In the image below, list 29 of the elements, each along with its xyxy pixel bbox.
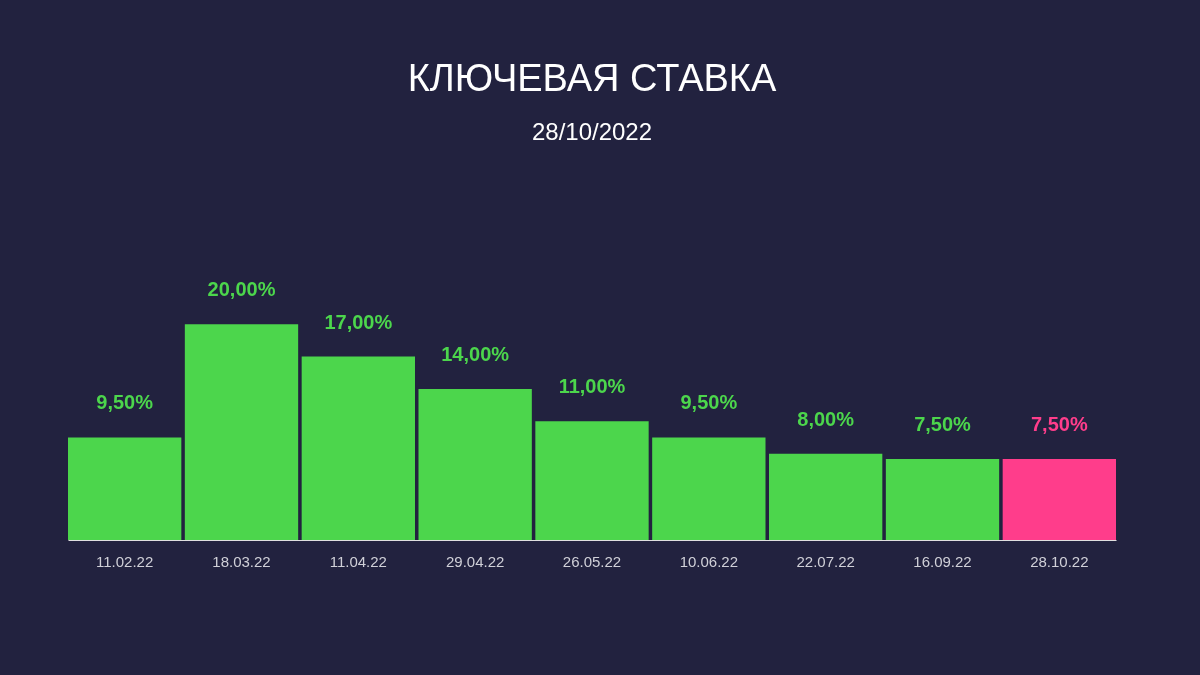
data-label: 14,00% bbox=[441, 342, 510, 365]
bar bbox=[535, 421, 649, 540]
bar bbox=[418, 388, 532, 540]
data-label: 17,00% bbox=[324, 310, 393, 333]
x-tick-label: 26.05.22 bbox=[562, 552, 622, 570]
x-tick-label: 10.06.22 bbox=[679, 552, 739, 570]
bar bbox=[769, 453, 883, 540]
data-label: 9,50% bbox=[96, 391, 154, 414]
data-label: 7,50% bbox=[914, 413, 972, 436]
x-tick-label: 22.07.22 bbox=[796, 552, 855, 570]
bar bbox=[652, 437, 766, 540]
x-tick-label: 11.04.22 bbox=[329, 552, 387, 570]
chart-subtitle: 28/10/2022 bbox=[531, 118, 653, 145]
chart-title: КЛЮЧЕВАЯ СТАВКА bbox=[407, 57, 777, 99]
x-tick-label: 16.09.22 bbox=[913, 552, 972, 570]
x-tick-label: 11.02.22 bbox=[96, 552, 154, 570]
data-label: 11,00% bbox=[558, 375, 626, 398]
data-label: 7,50% bbox=[1030, 413, 1088, 436]
bar bbox=[184, 324, 299, 540]
bar bbox=[885, 459, 1000, 540]
data-label: 8,00% bbox=[797, 407, 855, 430]
bar bbox=[301, 356, 415, 540]
x-tick-label: 18.03.22 bbox=[212, 552, 271, 570]
bar bbox=[68, 437, 182, 540]
x-tick-label: 28.10.22 bbox=[1030, 552, 1089, 570]
bar bbox=[1002, 459, 1116, 540]
x-tick-label: 29.04.22 bbox=[445, 552, 505, 570]
data-label: 9,50% bbox=[680, 391, 738, 414]
data-label: 20,00% bbox=[207, 278, 276, 301]
